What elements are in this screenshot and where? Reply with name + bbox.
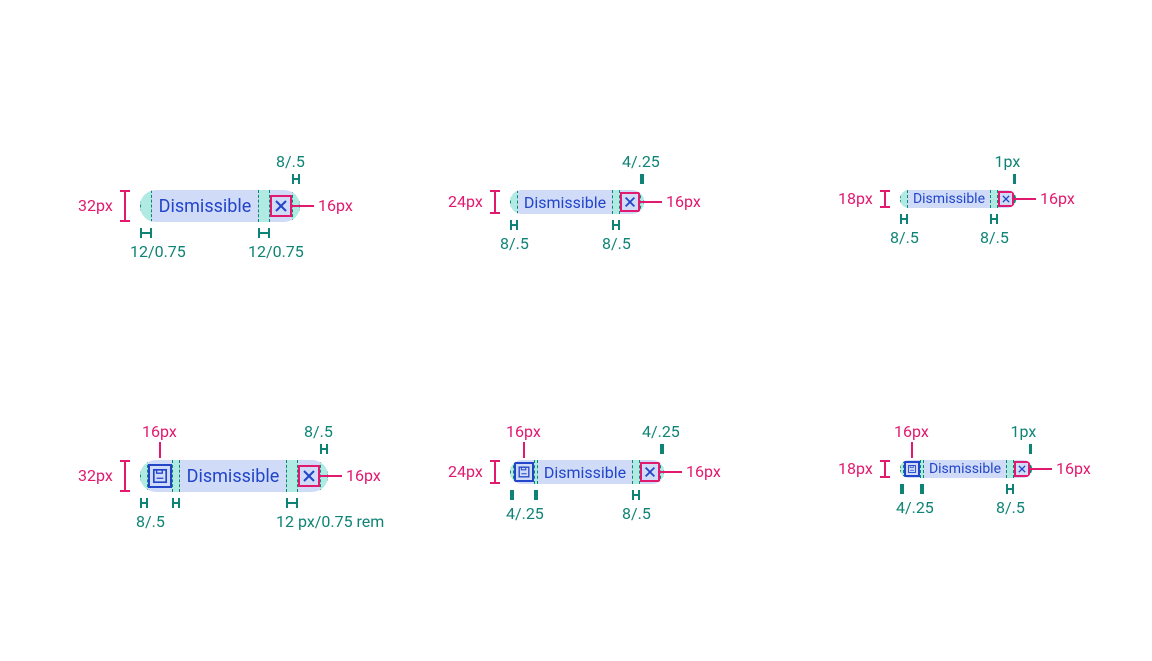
spacing-hmark [258, 228, 270, 238]
chip: Dismissible [900, 190, 1016, 208]
spacing-hmark [1014, 174, 1015, 184]
height-brace [494, 460, 496, 484]
height-brace [124, 460, 126, 492]
chip: Dismissible [510, 460, 664, 484]
annotation-label: 16px [666, 194, 701, 210]
close-icon[interactable] [1014, 461, 1030, 477]
annotation-label: 8/.5 [602, 236, 631, 252]
spacing-hmark [140, 498, 148, 508]
close-icon[interactable] [998, 191, 1014, 207]
spacing-hmark [640, 174, 644, 184]
height-brace [494, 190, 496, 214]
spacing-hmark [172, 498, 180, 508]
annotation-label: 8/.5 [500, 236, 529, 252]
chip-label: Dismissible [180, 460, 286, 492]
annotation-label: 8/.5 [276, 154, 305, 170]
annotation-label: 8/.5 [890, 230, 919, 246]
leader-line [640, 201, 662, 203]
spacing-hmark [900, 214, 908, 224]
spacing-hmark [510, 220, 518, 230]
spacing-hmark [660, 444, 664, 454]
annotation-label: 16px [686, 464, 721, 480]
chip-label: Dismissible [924, 460, 1006, 478]
annotation-label: 16px [894, 424, 929, 440]
annotation-label: 24px [448, 464, 483, 480]
annotation-label: 1px [1011, 424, 1037, 440]
annotation-label: 16px [1040, 191, 1075, 207]
annotation-label: 24px [448, 194, 483, 210]
leader-line [911, 442, 913, 458]
spacing-hmark [1006, 484, 1014, 494]
close-icon[interactable] [298, 465, 320, 487]
height-brace [884, 460, 886, 478]
chip: Dismissible [510, 190, 644, 214]
annotation-label: 4/.25 [642, 424, 680, 440]
leader-line [1014, 198, 1036, 200]
annotation-label: 8/.5 [136, 514, 165, 530]
chip-label: Dismissible [152, 190, 258, 222]
leader-line [660, 471, 682, 473]
spacing-hmark [534, 490, 538, 500]
annotation-label: 32px [78, 198, 113, 214]
leading-icon [514, 462, 534, 482]
annotation-label: 8/.5 [980, 230, 1009, 246]
leader-line [292, 205, 314, 207]
annotation-label: 16px [1056, 461, 1091, 477]
annotation-label: 32px [78, 468, 113, 484]
leader-line [159, 442, 161, 458]
spacing-hmark [1030, 444, 1031, 454]
annotation-label: 8/.5 [304, 424, 333, 440]
spacing-hmark [612, 220, 620, 230]
annotation-label: 16px [318, 198, 353, 214]
annotation-label: 12/0.75 [130, 244, 186, 260]
annotation-label: 4/.25 [622, 154, 660, 170]
spacing-hmark [990, 214, 998, 224]
annotation-label: 18px [838, 191, 873, 207]
leading-icon [148, 464, 172, 488]
spacing-hmark [292, 174, 300, 184]
chip-label: Dismissible [908, 190, 990, 208]
annotation-label: 12/0.75 [248, 244, 304, 260]
annotation-label: 8/.5 [622, 506, 651, 522]
chip-label: Dismissible [538, 460, 632, 484]
annotation-label: 16px [346, 468, 381, 484]
annotation-label: 12 px/0.75 rem [276, 514, 384, 530]
leader-line [1030, 468, 1052, 470]
close-icon[interactable] [270, 195, 292, 217]
spacing-hmark [140, 228, 152, 238]
spacing-hmark [900, 484, 904, 494]
close-icon[interactable] [620, 192, 640, 212]
leading-icon [904, 461, 920, 477]
spacing-hmark [920, 484, 924, 494]
height-brace [884, 190, 886, 208]
annotation-label: 4/.25 [506, 506, 544, 522]
spacing-hmark [320, 444, 328, 454]
leader-line [320, 475, 342, 477]
spacing-hmark [632, 490, 640, 500]
annotation-label: 8/.5 [996, 500, 1025, 516]
annotation-label: 4/.25 [896, 500, 934, 516]
chip-label: Dismissible [518, 190, 612, 214]
chip: Dismissible [900, 460, 1032, 478]
height-brace [124, 190, 126, 222]
chip: Dismissible [140, 190, 300, 222]
chip: Dismissible [140, 460, 328, 492]
close-icon[interactable] [640, 462, 660, 482]
annotation-label: 16px [506, 424, 541, 440]
leader-line [523, 442, 525, 458]
spacing-hmark [510, 490, 514, 500]
annotation-label: 1px [995, 154, 1021, 170]
annotation-label: 18px [838, 461, 873, 477]
spacing-hmark [286, 498, 298, 508]
annotation-label: 16px [142, 424, 177, 440]
